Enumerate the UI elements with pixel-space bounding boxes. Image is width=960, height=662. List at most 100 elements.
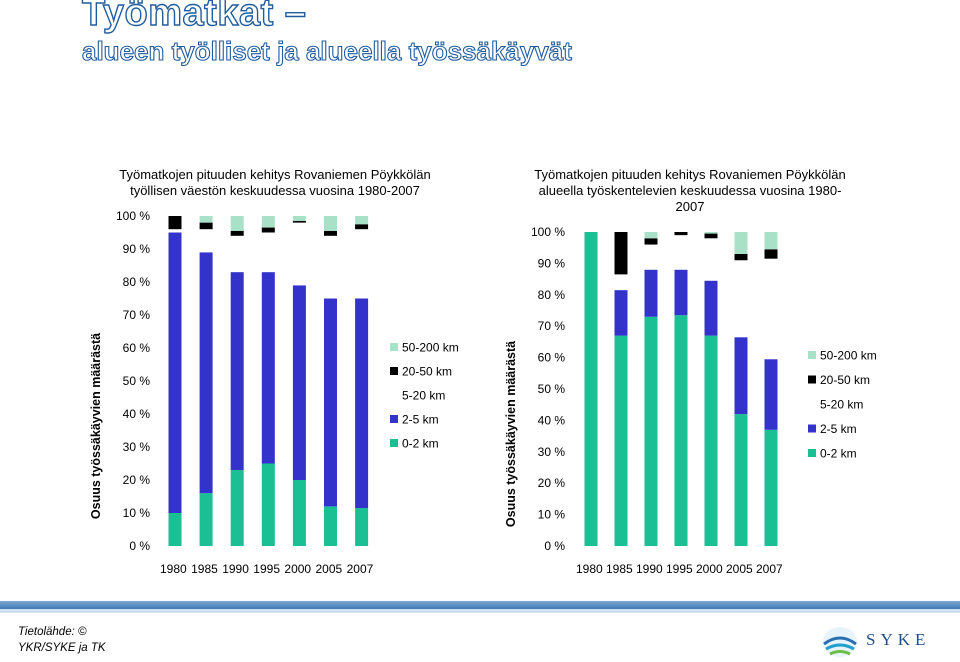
- chart1-bar-segment: [324, 506, 337, 546]
- chart2-ylabel: Osuus työssäkäyvien määrästä: [504, 341, 518, 527]
- page-title: Työmatkat –: [81, 0, 307, 35]
- chart1-bar-segment: [261, 232, 275, 273]
- chart1-bar-segment: [261, 216, 275, 228]
- chart2-bar-segment: [764, 232, 778, 250]
- chart2-ytick-label: 50 %: [538, 382, 566, 396]
- chart1-title: Työmatkojen pituuden kehitys Rovaniemen …: [119, 167, 431, 198]
- chart2-xtick-label: 2007: [756, 562, 783, 576]
- chart2-legend-label: 20-50 km: [820, 373, 870, 387]
- chart2-bar-segment: [734, 253, 748, 261]
- chart1-ytick-label: 100 %: [116, 209, 150, 223]
- chart2-title: Työmatkojen pituuden kehitys Rovaniemen …: [534, 167, 846, 214]
- chart1-ytick-label: 50 %: [123, 374, 151, 388]
- chart2-legend-swatch: [808, 449, 816, 457]
- chart1-legend-swatch: [390, 367, 398, 375]
- chart1-bar-segment: [355, 508, 369, 546]
- chart2-bar-segment: [734, 232, 748, 254]
- chart2-bar-segment: [704, 335, 718, 546]
- chart2-bar-segment: [644, 238, 658, 245]
- chart2-legend-label: 50-200 km: [820, 349, 877, 363]
- chart2-ytick-label: 80 %: [538, 288, 566, 302]
- chart2-legend-label: 5-20 km: [820, 398, 863, 412]
- chart2-xtick-label: 2000: [696, 562, 723, 576]
- chart1-bar-segment: [199, 229, 213, 253]
- chart1-xtick-label: 2000: [284, 562, 311, 576]
- chart1-bar-segment: [199, 252, 213, 494]
- chart1-legend-swatch: [390, 343, 398, 351]
- chart2-bar-segment: [734, 337, 748, 415]
- page-subtitle: alueen työlliset ja alueella työssäkäyvä…: [81, 35, 572, 66]
- chart2-bar-segment: [674, 235, 688, 270]
- chart2-bar-segment: [644, 316, 658, 546]
- chart2-legend-swatch: [808, 351, 816, 359]
- chart2-bar-segment: [764, 429, 778, 546]
- syke-logo-icon: [823, 627, 857, 657]
- chart1-bar-segment: [168, 229, 182, 233]
- chart1-ytick-label: 10 %: [123, 506, 151, 520]
- chart1-legend-label: 5-20 km: [402, 389, 445, 403]
- chart1-bar-segment: [324, 216, 337, 231]
- chart1-bar-segment: [261, 227, 275, 233]
- chart2-bar-segment: [764, 249, 778, 259]
- chart1-bar-segment: [292, 216, 306, 221]
- chart1-bar-segment: [324, 235, 337, 299]
- chart2-bar-segment: [734, 414, 748, 546]
- chart1-bar-segment: [168, 216, 182, 230]
- chart2-ytick-label: 60 %: [538, 351, 566, 365]
- chart2-bar-segment: [704, 280, 718, 336]
- chart2-ytick-label: 10 %: [538, 508, 566, 522]
- chart2-bar-segment: [584, 232, 598, 546]
- chart1-bar-segment: [355, 229, 369, 299]
- chart2-bar-segment: [614, 274, 628, 291]
- chart1-ytick-label: 20 %: [123, 473, 151, 487]
- footer-band: [0, 601, 960, 609]
- chart1-ytick-label: 90 %: [123, 242, 151, 256]
- chart1-legend-label: 20-50 km: [402, 365, 452, 379]
- chart1-bar-segment: [230, 230, 244, 236]
- chart1-xtick-label: 2005: [316, 562, 343, 576]
- chart2-xtick-label: 1985: [606, 562, 633, 576]
- chart1-bar-segment: [230, 235, 244, 273]
- chart1-bar-segment: [168, 232, 182, 513]
- chart2-bar-segment: [704, 238, 718, 281]
- chart2-legend-label: 0-2 km: [820, 447, 857, 461]
- chart2-legend-swatch: [808, 424, 816, 433]
- chart2-legend-label: 2-5 km: [820, 422, 857, 436]
- chart2-bar-segment: [734, 260, 748, 338]
- source-note: Tietolähde: © YKR/SYKE ja TK: [18, 626, 106, 654]
- chart1-bar-segment: [199, 222, 213, 230]
- chart2-ytick-label: 20 %: [538, 476, 566, 490]
- chart2-bar-segment: [644, 269, 658, 317]
- chart2-bar-segment: [704, 233, 718, 239]
- chart1-xtick-label: 1980: [160, 562, 187, 576]
- chart2-xtick-label: 1980: [576, 562, 603, 576]
- chart2-ytick-label: 30 %: [538, 445, 566, 459]
- chart1-bar-segment: [324, 298, 337, 507]
- chart2-legend-swatch: [808, 400, 816, 408]
- chart1-legend-swatch: [390, 415, 398, 423]
- chart1-bar-segment: [292, 285, 306, 480]
- chart1-bar-segment: [261, 463, 275, 546]
- chart2-ytick-label: 100 %: [531, 225, 565, 239]
- chart1-ytick-label: 30 %: [123, 440, 151, 454]
- chart2-ytick-label: 0 %: [544, 539, 565, 553]
- chart2-bar-segment: [644, 244, 658, 270]
- chart1-legend-swatch: [390, 439, 398, 447]
- chart2-legend-swatch: [808, 375, 816, 384]
- chart1-legend-label: 0-2 km: [402, 437, 439, 451]
- chart1-xtick-label: 1995: [253, 562, 280, 576]
- chart1-legend-swatch: [390, 391, 398, 399]
- chart1-bar-segment: [230, 216, 244, 231]
- chart1-bar-segment: [355, 216, 369, 225]
- chart1-ytick-label: 60 %: [123, 341, 151, 355]
- chart2-bar-segment: [614, 290, 628, 336]
- chart1-legend-label: 50-200 km: [402, 341, 459, 355]
- chart1-bar-segment: [199, 493, 213, 546]
- chart2-ytick-label: 90 %: [538, 256, 566, 270]
- chart1-xtick-label: 1990: [222, 562, 249, 576]
- chart1-bar-segment: [292, 222, 306, 286]
- chart1-bar-segment: [292, 480, 306, 546]
- footer-band-light: [0, 609, 960, 613]
- chart1-bar-segment: [199, 216, 213, 223]
